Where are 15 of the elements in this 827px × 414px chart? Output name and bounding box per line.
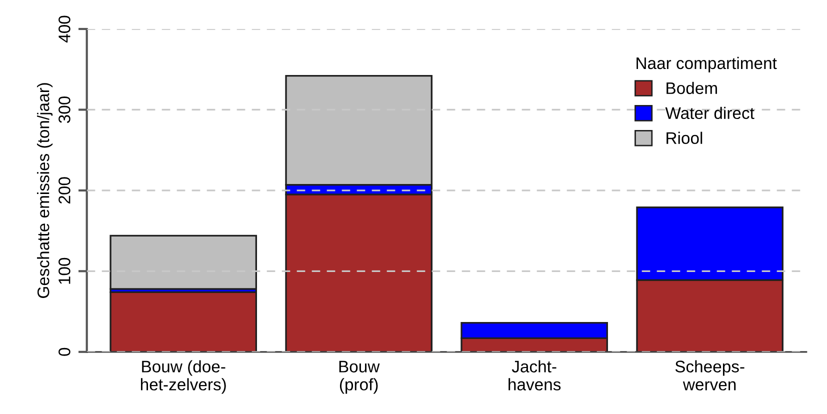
legend-label: Riool: [666, 132, 702, 144]
legend-label: Water direct: [665, 106, 754, 120]
x-tick-label: Scheeps- werven: [675, 360, 744, 390]
y-tick-label: 0: [58, 348, 70, 356]
x-tick-label: Bouw (doe- het-zelvers): [140, 360, 226, 394]
bar: [110, 291, 258, 352]
y-tick-label: 400: [58, 16, 70, 42]
y-tick-label: 100: [58, 258, 70, 284]
y-tick-label: 200: [58, 177, 70, 204]
legend-label: Bodem: [666, 82, 717, 94]
x-tick-label: Jacht- havens: [508, 360, 561, 390]
legend-title: Naar compartiment: [636, 56, 777, 72]
y-tick-label: 300: [58, 96, 70, 123]
x-tick-label: Bouw (prof): [339, 360, 380, 394]
y-axis-title: Geschatte emissies (ton/jaar): [37, 83, 53, 298]
